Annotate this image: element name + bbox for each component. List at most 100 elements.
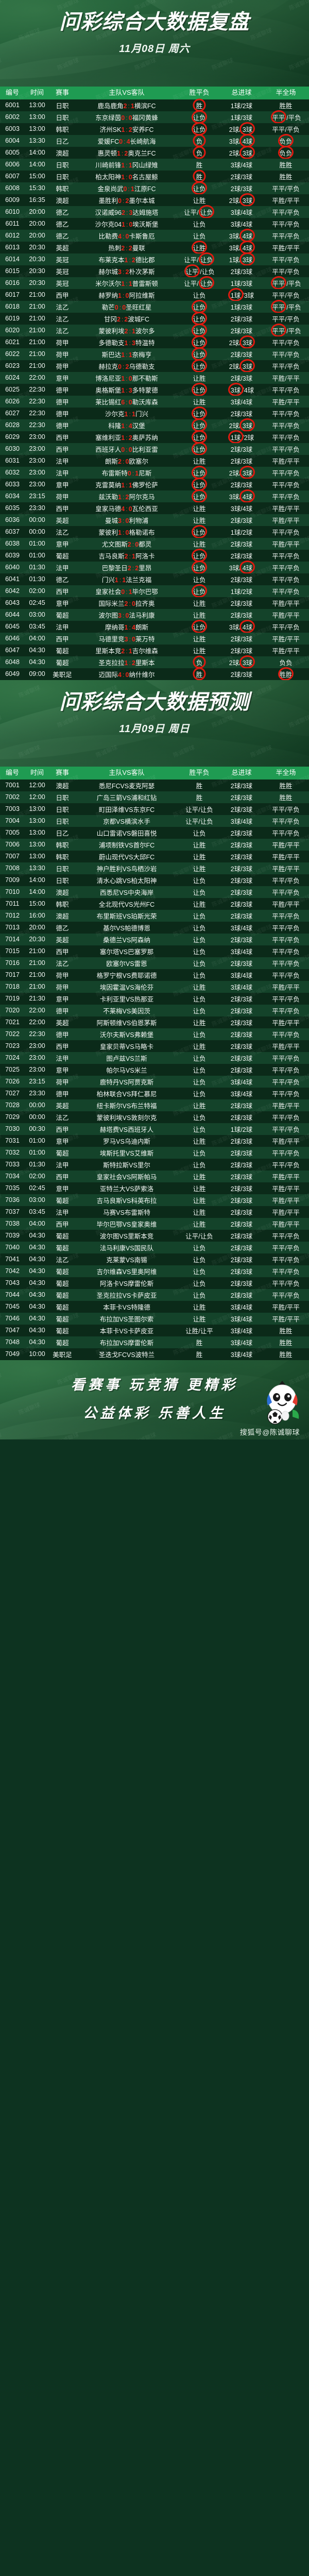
cell-text: 平胜/平平 — [272, 612, 300, 619]
cell-match: 迈国际4:0纳什维尔 — [75, 668, 178, 680]
cell-goals: 2球/3球 — [220, 1158, 263, 1171]
cell-goals: 2球/3球 — [220, 597, 263, 609]
cell-match: 埃因霍温VS海伦芬 — [75, 980, 178, 993]
home-score: 2 — [123, 102, 127, 110]
cell-time: 03:45 — [25, 1206, 49, 1218]
cell-league: 法甲 — [49, 454, 75, 467]
cell-text: /平负 — [286, 114, 301, 122]
home-score: 0 — [121, 588, 125, 596]
table-row: 7048 04:30 葡超 布拉加VS摩雷伦斯胜 3球/4球 胜胜 — [0, 1336, 309, 1348]
cell-no: 6022 — [0, 348, 25, 360]
cell-text: 2球/3球 — [230, 375, 253, 382]
cell-league: 日乙 — [49, 134, 75, 147]
cell-spf: 让胜 — [178, 597, 220, 609]
cell-halffull: 平平/平负 — [263, 1253, 309, 1265]
cell-league: 葡超 — [49, 608, 75, 621]
cell-match: 朗斯2:0欧塞尔 — [75, 454, 178, 467]
cell-league: 法乙 — [49, 1111, 75, 1123]
table-row: 6043 02:45 意甲 国际米兰2:0拉齐奥 让胜 2球/3球 平胜/平平 — [0, 597, 309, 609]
cell-text: 2球/3球 — [230, 647, 253, 655]
cell-no: 6017 — [0, 289, 25, 301]
cell-spf: 让胜 — [178, 1217, 220, 1230]
cell-match: 法马利康VS国民队 — [75, 1241, 178, 1253]
cell-halffull: 平胜/平平 — [263, 537, 309, 550]
cell-league: 荷甲 — [49, 1075, 75, 1088]
away-score: 2 — [128, 434, 132, 442]
cell-league: 英超 — [49, 933, 75, 945]
cell-match: 布拉加VS摩雷伦斯 — [75, 1336, 178, 1348]
home-score: 2 — [116, 315, 121, 323]
cell-goals: 2球/3球 — [220, 850, 263, 862]
cell-time: 03:45 — [25, 620, 49, 633]
cell-halffull: 平平/平负 — [263, 277, 309, 289]
cell-time: 02:00 — [25, 1170, 49, 1182]
table-row: 6041 01:30 德乙 门兴1:1法兰克福 让负 2球/3球 平平/平负 — [0, 573, 309, 585]
cell-league: 德甲 — [49, 383, 75, 396]
cell-no: 7046 — [0, 1312, 25, 1325]
cell-spf: 让负 — [178, 969, 220, 981]
home-score: 1 — [121, 422, 125, 430]
cell-match: 尤文图斯2:0都灵 — [75, 537, 178, 550]
cell-league: 西甲 — [49, 1123, 75, 1135]
cell-spf: 让胜 — [178, 1099, 220, 1111]
cell-spf: 让胜 — [178, 1206, 220, 1218]
cell-goals: 1球/2球 — [220, 99, 263, 111]
cell-match: 兹沃勒1:2阿尔克马 — [75, 490, 178, 502]
cell-text: 平平/平负 — [272, 386, 300, 394]
home-score: 1 — [124, 623, 128, 631]
cell-halffull: 平平/平负 — [263, 111, 309, 123]
cell-halffull: 平平/平负 — [263, 585, 309, 597]
away-score: 2 — [125, 363, 129, 370]
cell-goals: 2球/3球 — [220, 1217, 263, 1230]
cell-match: 布莱克本1:2德比郡 — [75, 253, 178, 265]
away-score: 2 — [125, 493, 129, 501]
table-row: 7039 04:30 葡超 波尔图VS里斯本竞 让平/让负 2球/3球 平平/平负 — [0, 1229, 309, 1242]
cell-halffull: 平平/平负 — [263, 324, 309, 336]
score-separator: : — [123, 529, 125, 536]
red-circle-marker: 负 — [195, 657, 204, 667]
away-score: 0 — [131, 600, 135, 607]
cell-spf: 让负 — [178, 1075, 220, 1088]
score-separator: : — [126, 647, 128, 655]
cell-halffull: 平平/平负 — [263, 1289, 309, 1301]
cell-halffull: 平胜/平平 — [263, 395, 309, 408]
cell-goals: 1球/2球 — [220, 585, 263, 597]
cell-halffull: 平胜/平平 — [263, 1300, 309, 1313]
table-row: 6047 04:30 葡超 里斯本竞2:1吉尔维森 让胜 2球/3球 平胜/平平 — [0, 644, 309, 656]
cell-halffull: 平胜/平平 — [263, 597, 309, 609]
home-score: 1 — [118, 529, 122, 536]
cell-goals: 2球/3球 — [220, 1170, 263, 1182]
cell-halffull: 负负 — [263, 656, 309, 668]
cell-time: 00:00 — [25, 514, 49, 526]
cell-goals: 2球/3球 — [220, 514, 263, 526]
cell-match: 亚特兰大VS萨索洛 — [75, 1182, 178, 1194]
cell-text: 平平/平负 — [272, 256, 300, 264]
table-row: 6007 15:00 日职 柏太阳神1:0名古屋鲸 胜 2球/3球 胜胜 — [0, 170, 309, 182]
cell-match: 国际米兰2:0拉齐奥 — [75, 597, 178, 609]
cell-text: 让负 — [193, 292, 206, 299]
cell-spf: 让胜 — [178, 371, 220, 384]
cell-spf: 让负 — [178, 886, 220, 898]
score-separator: : — [123, 363, 125, 370]
cell-text: 平平/平负 — [272, 493, 300, 501]
home-score: 2 — [121, 647, 125, 655]
cell-match: 皇家社会0:1毕尔巴鄂 — [75, 585, 178, 597]
cell-spf: 让负 — [178, 182, 220, 194]
cell-spf: 胜 — [178, 99, 220, 111]
red-circle-marker: 让负 — [191, 563, 207, 572]
home-score: 1 — [124, 339, 128, 347]
table-row: 7046 04:30 葡超 布拉加VS圣图尔索 让胜 3球/4球 平胜/平平 — [0, 1312, 309, 1325]
cell-time: 20:30 — [25, 241, 49, 253]
cell-no: 7015 — [0, 945, 25, 957]
home-score: 1 — [124, 410, 128, 418]
cell-no: 6027 — [0, 407, 25, 419]
table-row: 7023 23:00 西甲 皇家贝蒂VS马略卡 让胜 2球/3球 平胜/平平 — [0, 1040, 309, 1052]
cell-time: 14:00 — [25, 886, 49, 898]
cell-match: 金泉尚武0:1江原FC — [75, 182, 178, 194]
red-circle-marker: 让负 — [191, 124, 207, 134]
cell-goals: 2球/3球 — [220, 992, 263, 1005]
sohu-handle: 搜狐号@陈诚聊球 — [239, 1428, 300, 1436]
cell-goals: 2球/3球 — [220, 324, 263, 336]
cell-league: 日职 — [49, 99, 75, 111]
score-separator: : — [129, 600, 131, 607]
